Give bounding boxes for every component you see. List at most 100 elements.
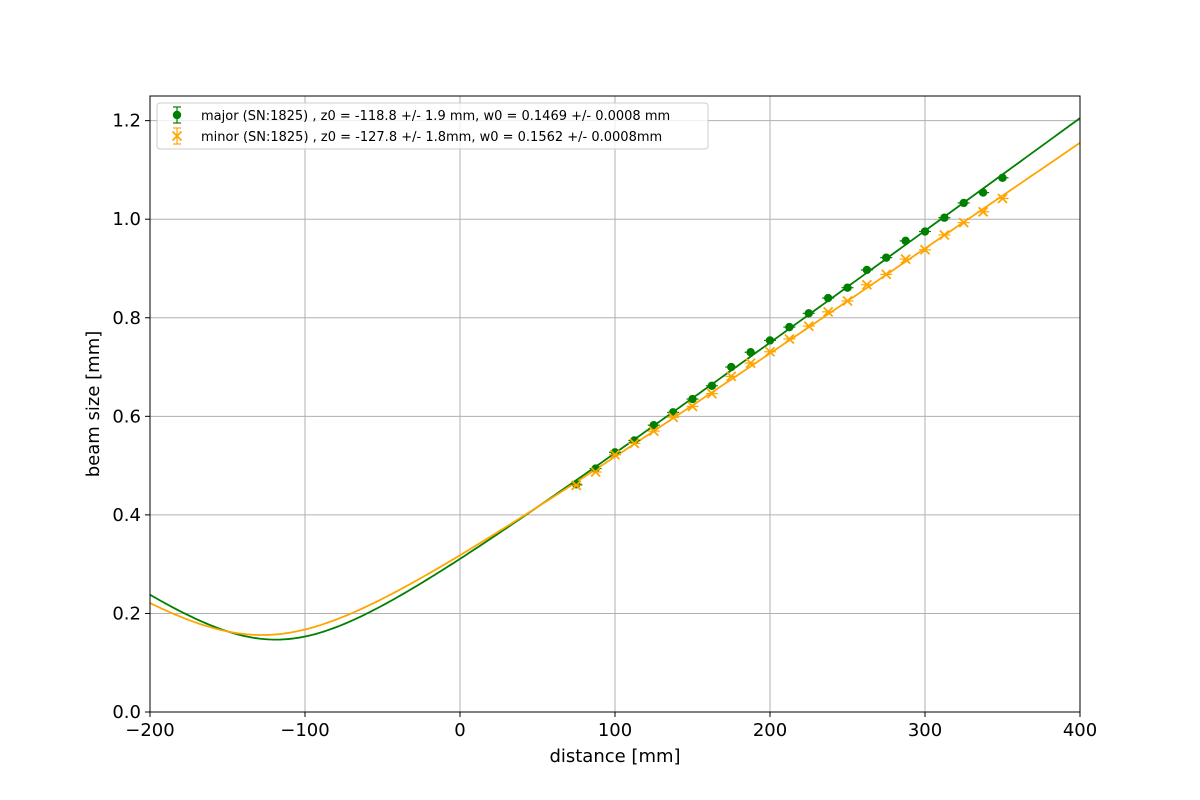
minor-data-point-18 bbox=[919, 244, 931, 255]
legend-entry-minor: minor (SN:1825) , z0 = -127.8 +/- 1.8mm,… bbox=[171, 127, 662, 145]
marker-stroke bbox=[745, 357, 756, 369]
x-tick-label-6: 400 bbox=[1063, 720, 1097, 741]
marker-dot bbox=[978, 188, 988, 197]
marker-dot bbox=[649, 420, 658, 430]
marker-stroke bbox=[822, 306, 834, 317]
legend: major (SN:1825) , z0 = -118.8 +/- 1.9 mm… bbox=[156, 102, 709, 150]
marker-stroke bbox=[803, 321, 814, 332]
marker-dot bbox=[746, 348, 755, 357]
legend-marker-minor bbox=[171, 127, 183, 145]
marker-stroke bbox=[764, 346, 776, 357]
major-data-point-11 bbox=[783, 322, 796, 332]
fit-curve-minor bbox=[149, 142, 1081, 636]
minor-data-point-4 bbox=[647, 425, 660, 437]
marker-dot bbox=[727, 362, 736, 372]
marker-stroke bbox=[629, 438, 640, 449]
marker-dot bbox=[765, 336, 775, 345]
major-data-point-13 bbox=[822, 293, 835, 303]
y-axis-title: beam size [mm] bbox=[83, 331, 104, 478]
marker-stroke bbox=[861, 279, 873, 290]
minor-data-point-12 bbox=[802, 321, 815, 332]
y-tick-label-4: 0.8 bbox=[112, 308, 141, 329]
minor-data-point-16 bbox=[880, 269, 893, 280]
major-data-point-6 bbox=[686, 394, 699, 404]
major-data-point-22 bbox=[996, 173, 1009, 183]
major-data-point-17 bbox=[899, 236, 912, 246]
minor-data-point-7 bbox=[705, 388, 718, 399]
marker-stroke bbox=[997, 193, 1008, 204]
minor-data-point-21 bbox=[977, 206, 990, 217]
minor-data-point-11 bbox=[783, 333, 796, 345]
minor-data-point-9 bbox=[744, 357, 757, 369]
marker-stroke bbox=[571, 480, 582, 491]
minor-data-point-10 bbox=[764, 346, 776, 357]
major-data-point-4 bbox=[647, 420, 660, 430]
marker-dot bbox=[785, 322, 794, 332]
minor-data-point-1 bbox=[589, 466, 602, 478]
marker-dot bbox=[920, 227, 930, 236]
marker-stroke bbox=[939, 229, 950, 241]
marker-stroke bbox=[958, 217, 969, 228]
y-tick-label-2: 0.4 bbox=[112, 505, 141, 526]
marker-stroke bbox=[977, 206, 989, 217]
marker-dot bbox=[688, 394, 697, 404]
minor-data-point-13 bbox=[822, 306, 835, 317]
marker-dot bbox=[843, 283, 852, 292]
marker-stroke bbox=[842, 295, 853, 307]
x-tick-label-1: −100 bbox=[280, 720, 329, 741]
y-axis-ticks: 0.0 0.2 0.4 0.6 0.8 1.0 1.2 bbox=[112, 111, 150, 723]
marker-stroke bbox=[919, 244, 931, 255]
minor-data-point-20 bbox=[957, 217, 970, 228]
x-tick-label-5: 300 bbox=[908, 720, 942, 741]
y-tick-label-1: 0.2 bbox=[112, 603, 141, 624]
marker-dot bbox=[823, 293, 833, 303]
marker-dot bbox=[707, 381, 717, 390]
minor-data-point-19 bbox=[938, 229, 951, 241]
marker-stroke bbox=[687, 401, 698, 412]
minor-data-point-15 bbox=[860, 279, 873, 290]
minor-data-point-17 bbox=[899, 253, 912, 265]
marker-stroke bbox=[784, 333, 795, 345]
major-data-point-8 bbox=[725, 362, 738, 372]
marker-stroke bbox=[726, 371, 737, 382]
marker-dot bbox=[804, 309, 813, 318]
major-data-point-15 bbox=[860, 265, 873, 275]
minor-data-point-22 bbox=[996, 193, 1009, 204]
y-tick-label-5: 1.0 bbox=[112, 209, 141, 230]
plot-area bbox=[149, 95, 1081, 713]
major-data-point-9 bbox=[744, 348, 757, 357]
minor-data-point-6 bbox=[686, 401, 699, 412]
major-data-point-20 bbox=[957, 198, 970, 208]
x-tick-label-2: 0 bbox=[454, 720, 465, 741]
major-data-point-18 bbox=[919, 227, 931, 236]
marker-stroke bbox=[706, 388, 718, 399]
marker-dot bbox=[901, 236, 910, 246]
major-data-point-21 bbox=[977, 188, 990, 197]
y-tick-label-6: 1.2 bbox=[112, 111, 141, 132]
x-tick-label-0: −200 bbox=[125, 720, 174, 741]
legend-box bbox=[156, 102, 709, 150]
minor-data-point-8 bbox=[725, 371, 738, 382]
x-axis-title: distance [mm] bbox=[549, 746, 680, 767]
marker-dot bbox=[882, 253, 891, 262]
marker-stroke bbox=[648, 425, 659, 437]
y-tick-label-0: 0.0 bbox=[112, 702, 141, 723]
marker-stroke bbox=[667, 412, 679, 423]
x-axis-ticks: −200 −100 0 100 200 300 400 bbox=[125, 712, 1097, 741]
major-data-point-19 bbox=[938, 213, 951, 222]
major-data-point-16 bbox=[880, 253, 893, 262]
y-tick-label-3: 0.6 bbox=[112, 406, 141, 427]
major-data-point-10 bbox=[764, 336, 776, 345]
legend-label-major: major (SN:1825) , z0 = -118.8 +/- 1.9 mm… bbox=[201, 109, 670, 124]
marker-stroke bbox=[590, 466, 601, 478]
minor-data-point-14 bbox=[841, 295, 854, 307]
marker-dot bbox=[998, 173, 1007, 183]
marker-dot bbox=[959, 198, 968, 208]
x-tick-label-4: 200 bbox=[753, 720, 787, 741]
legend-label-minor: minor (SN:1825) , z0 = -127.8 +/- 1.8mm,… bbox=[201, 130, 662, 145]
marker-stroke bbox=[881, 269, 892, 280]
minor-data-point-5 bbox=[667, 412, 680, 423]
marker-stroke bbox=[900, 253, 911, 265]
minor-data-point-0 bbox=[570, 480, 583, 491]
